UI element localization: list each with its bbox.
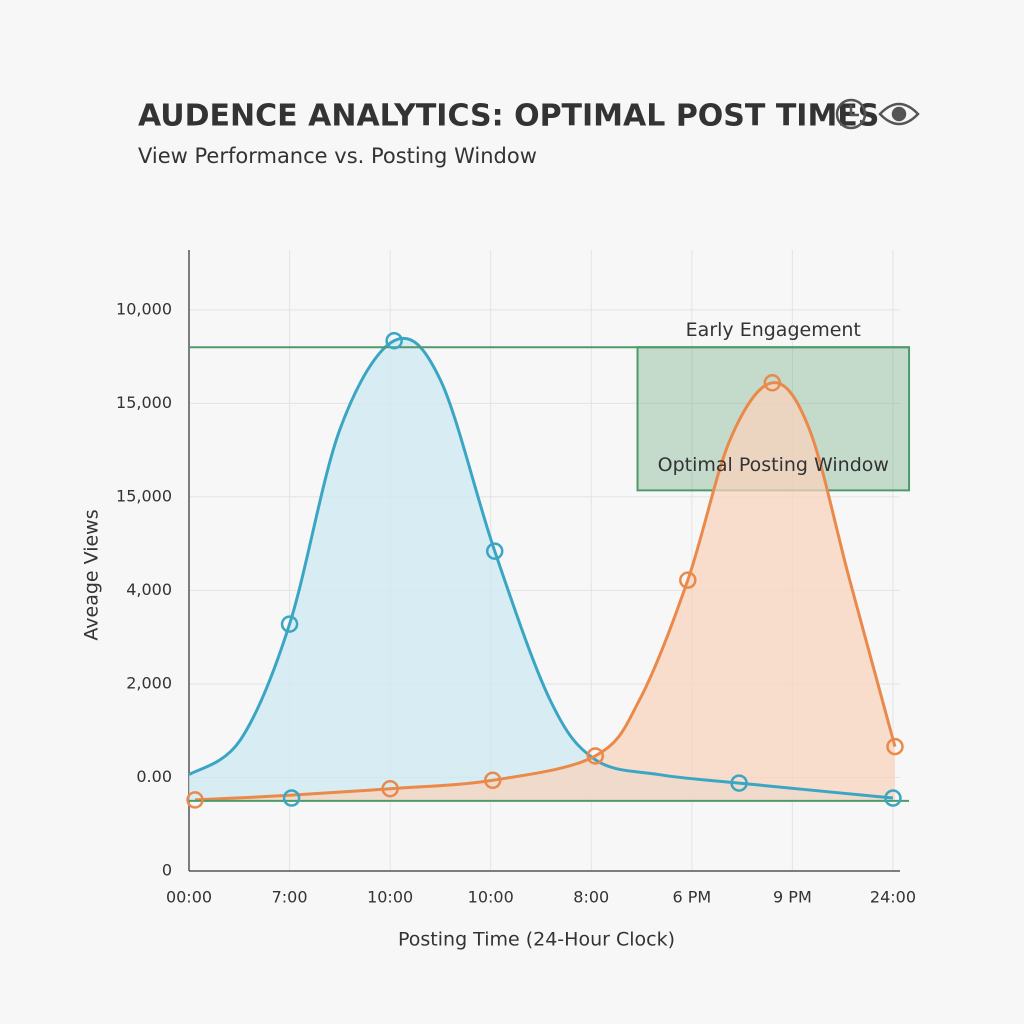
marker: [730, 774, 748, 792]
x-tick-label: 00:00: [166, 888, 212, 907]
marker: [679, 571, 697, 589]
y-tick-label: 15,000: [116, 486, 172, 505]
marker: [483, 771, 502, 790]
marker: [763, 374, 782, 392]
chart-subtitle: View Performance vs. Posting Window: [138, 144, 537, 168]
marker: [886, 737, 904, 756]
x-tick-label: 6 PM: [672, 888, 711, 907]
eye-icon: [878, 102, 920, 126]
chart-title: AUDENCE ANALYTICS: OPTIMAL POST TIMES: [138, 99, 879, 134]
y-tick-label: 0: [162, 861, 172, 880]
y-tick-label: 10,000: [116, 299, 172, 318]
marker: [282, 789, 301, 807]
marker: [385, 331, 403, 350]
x-axis-label: Posting Time (24-Hour Clock): [398, 929, 675, 951]
marker: [381, 779, 399, 798]
annotation: Optimal Posting Window: [658, 454, 889, 476]
x-tick-label: 8:00: [573, 888, 609, 907]
annotation: Early Engagement: [686, 319, 861, 341]
marker: [485, 542, 504, 560]
x-tick-label: 10:00: [468, 888, 514, 907]
x-tick-label: 10:00: [367, 888, 413, 907]
marker: [186, 791, 204, 809]
y-tick-label: 2,000: [126, 673, 172, 692]
marker: [586, 747, 605, 765]
x-tick-label: 7:00: [272, 888, 308, 907]
area: [189, 338, 893, 801]
marker: [884, 789, 902, 807]
x-tick-label: 9 PM: [773, 888, 812, 907]
x-tick-label: 24:00: [870, 888, 916, 907]
line: [194, 381, 897, 802]
marker: [280, 615, 299, 633]
area: [195, 382, 895, 801]
y-axis-label: Aveage Views: [81, 509, 103, 640]
y-tick-label: 0.00: [136, 767, 172, 786]
line: [188, 336, 894, 800]
y-tick-label: 15,000: [116, 393, 172, 412]
y-tick-label: 4,000: [126, 580, 172, 599]
clock-icon: [835, 98, 867, 130]
